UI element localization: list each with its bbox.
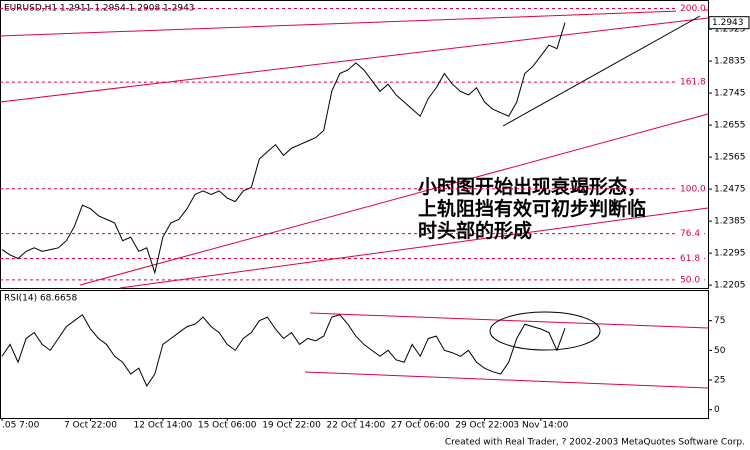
x-tick-label: .05 7:00 bbox=[2, 421, 40, 431]
trend-line bbox=[0, 17, 709, 103]
fib-label: 50.0 bbox=[680, 275, 700, 285]
y-tick-label: 1.2295 bbox=[714, 249, 746, 259]
x-tick-label: 29 Oct 22:00 bbox=[455, 421, 514, 431]
fib-label: 161.8 bbox=[680, 78, 706, 88]
channel-lines bbox=[0, 9, 709, 389]
y-tick-label: 1.2655 bbox=[714, 121, 746, 131]
x-tick-label: 19 Oct 22:00 bbox=[262, 421, 321, 431]
y-tick-label: 0 bbox=[714, 405, 720, 415]
fib-label-bg bbox=[676, 76, 704, 88]
fib-label: 200.0 bbox=[680, 4, 706, 14]
price-line bbox=[1, 22, 566, 275]
y-tick-label: 1.2205 bbox=[714, 281, 746, 291]
trend-line bbox=[119, 207, 709, 289]
x-tick-label: 7 Oct 22:00 bbox=[64, 421, 117, 431]
y-tick-label: 1.2565 bbox=[714, 153, 746, 163]
fib-label: 100.0 bbox=[680, 184, 706, 194]
annotation: 时头部的形成 bbox=[418, 219, 532, 242]
rsi-trend-line bbox=[304, 371, 709, 389]
last-price-tag bbox=[708, 16, 750, 30]
last-price-label: 1.2943 bbox=[712, 18, 744, 28]
x-tick-label: 12 Oct 14:00 bbox=[134, 421, 193, 431]
rsi-panel bbox=[0, 290, 709, 419]
y-tick-label: 25 bbox=[714, 376, 725, 386]
y-tick-label: 50 bbox=[714, 346, 726, 356]
footer: Created with Real Trader, ? 2002-2003 Me… bbox=[445, 438, 745, 448]
x-tick-label: 3 Nov 14:00 bbox=[513, 421, 568, 431]
trend-line bbox=[79, 113, 709, 286]
annotation: 小时图开始出现衰竭形态， bbox=[418, 175, 646, 198]
rsi-trend-line bbox=[309, 312, 709, 329]
x-tick-label: 27 Oct 06:00 bbox=[391, 421, 450, 431]
fib-label-bg bbox=[676, 182, 704, 194]
annotation: 上轨阻挡有效可初步判断临 bbox=[418, 197, 646, 220]
support-line bbox=[502, 15, 701, 127]
price-line bbox=[1, 314, 566, 387]
fib-label-bg bbox=[676, 227, 704, 239]
rsi-highlight bbox=[489, 311, 601, 351]
y-tick-label: 1.2925 bbox=[714, 25, 746, 35]
trend-line bbox=[0, 9, 709, 37]
price-panel bbox=[0, 0, 709, 289]
rsi-title: RSI(14) 68.6658 bbox=[4, 294, 77, 304]
y-tick-label: 1.2835 bbox=[714, 57, 746, 67]
y-tick-label: 75 bbox=[714, 316, 725, 326]
fib-label-bg bbox=[676, 2, 704, 14]
y-tick-label: 1.2745 bbox=[714, 89, 746, 99]
fib-label: 76.4 bbox=[680, 229, 700, 239]
fib-label-bg bbox=[676, 273, 704, 285]
y-tick-label: 1.2385 bbox=[714, 217, 746, 227]
x-tick-label: 15 Oct 06:00 bbox=[198, 421, 257, 431]
chart-title: EURUSD,H1 1.2911 1.2954 1.2908 1.2943 bbox=[4, 4, 195, 14]
fib-label-bg bbox=[676, 252, 704, 264]
fib-label: 61.8 bbox=[680, 254, 700, 264]
y-tick-label: 1.2475 bbox=[714, 185, 746, 195]
x-tick-label: 22 Oct 14:00 bbox=[327, 421, 386, 431]
